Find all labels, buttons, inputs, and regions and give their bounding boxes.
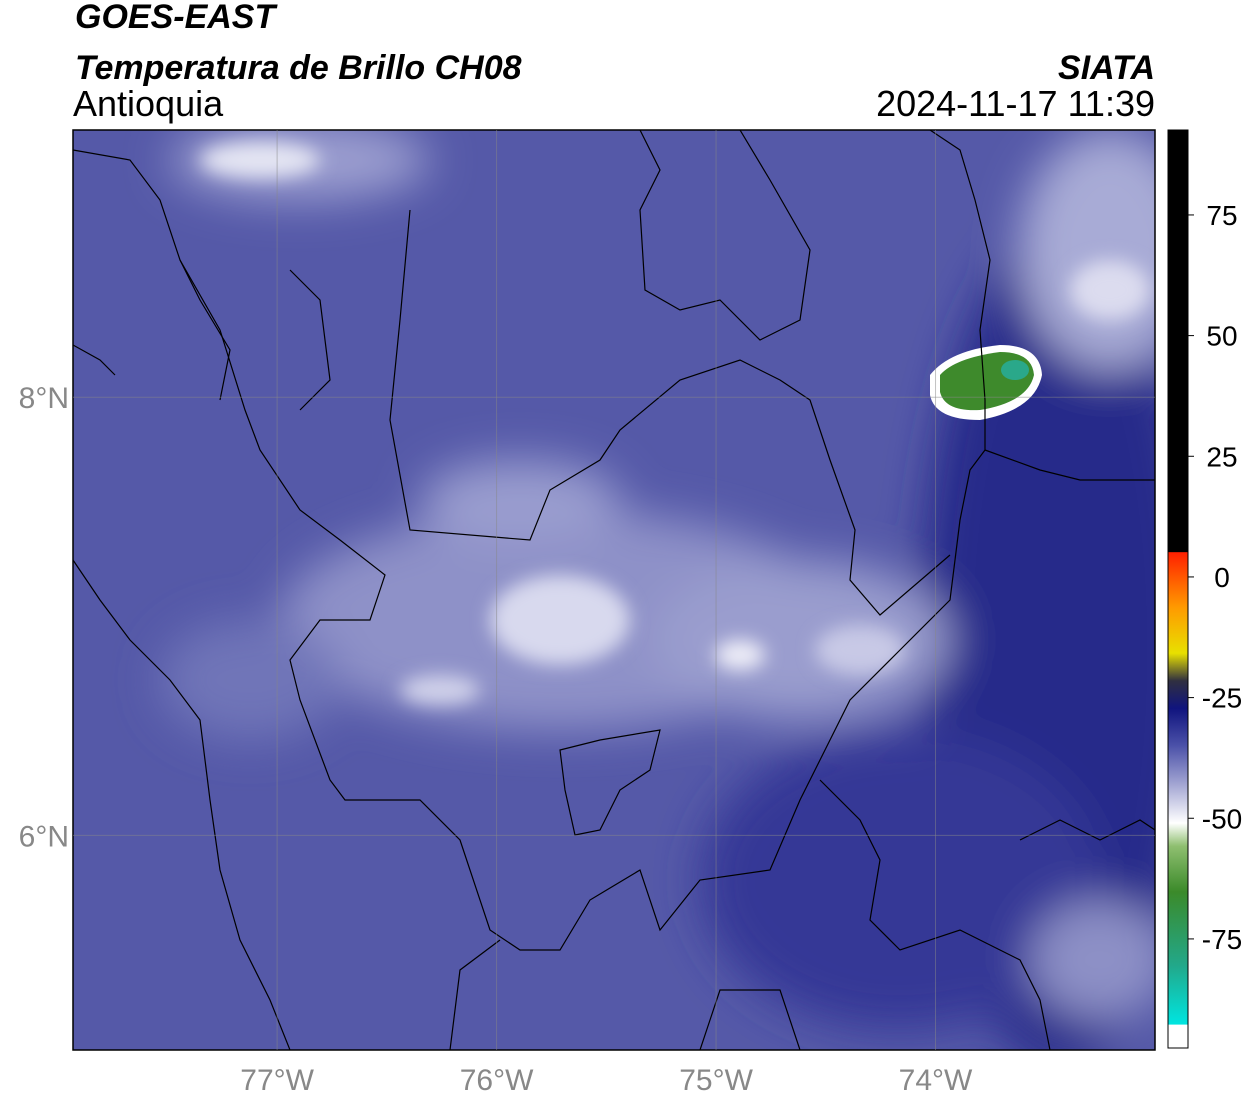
satellite: GOES-EAST <box>75 0 278 36</box>
colorbar-tick-label: -50 <box>1202 803 1242 834</box>
colorbar-tick-label: -75 <box>1202 924 1242 955</box>
source: SIATA <box>1058 49 1155 87</box>
map-frame <box>72 129 1156 1051</box>
product: Temperatura de Brillo CH08 <box>75 49 522 87</box>
map-field <box>73 130 1155 1050</box>
region: Antioquia <box>73 83 224 124</box>
x-tick-label: 76°W <box>460 1064 534 1097</box>
datetime: 2024-11-17 11:39 <box>876 83 1155 124</box>
y-tick-label: 6°N <box>19 820 69 853</box>
x-tick-label: 75°W <box>679 1064 753 1097</box>
colorbar-tick-label: 50 <box>1206 321 1237 352</box>
x-tick-label: 74°W <box>899 1064 973 1097</box>
colorbar-tick-label: 75 <box>1206 200 1237 231</box>
colorbar-ticks: 75 50 25 0 -25 -50 -75 <box>1188 200 1242 955</box>
colorbar-tick-label: 25 <box>1206 441 1237 472</box>
y-tick-label: 8°N <box>19 382 69 415</box>
colorbar-tick-label: -25 <box>1202 683 1242 714</box>
colorbar-tick-label: 0 <box>1214 562 1230 593</box>
grid: 77°W 76°W 75°W 74°W 6°N 8°N <box>19 130 1155 1097</box>
colorbar <box>1167 129 1189 1049</box>
x-tick-label: 77°W <box>240 1064 314 1097</box>
